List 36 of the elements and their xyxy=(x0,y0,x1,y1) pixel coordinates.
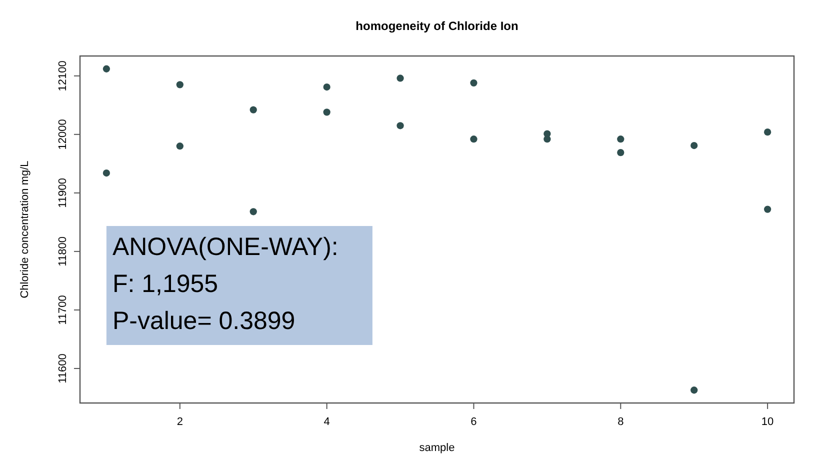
annotation: P-value= 0.3899 xyxy=(112,307,296,335)
x-tick-label: 2 xyxy=(176,416,183,428)
y-tick-label: 11900 xyxy=(57,178,69,208)
annotation: ANOVA(ONE-WAY): xyxy=(112,233,338,261)
x-tick-label: 4 xyxy=(324,416,330,428)
x-tick-label: 8 xyxy=(618,416,624,428)
point xyxy=(690,386,698,394)
x-tick-label: 6 xyxy=(470,416,477,428)
point xyxy=(396,122,404,130)
point xyxy=(250,106,257,114)
y-tick-label: 11700 xyxy=(57,295,69,325)
point xyxy=(396,74,404,82)
point xyxy=(323,108,330,116)
point xyxy=(323,83,330,91)
point xyxy=(690,142,698,150)
chart-title: homogeneity of Chloride Ion xyxy=(356,19,518,33)
y-tick-label: 12000 xyxy=(57,119,69,150)
point xyxy=(617,136,624,143)
x-axis-title: sample xyxy=(419,442,455,454)
point xyxy=(250,208,257,216)
point xyxy=(470,79,478,86)
y-tick-label: 11600 xyxy=(57,354,69,384)
x-tick-label: 10 xyxy=(761,416,774,428)
y-axis-title: Chloride concentration mg/L xyxy=(19,160,31,298)
point xyxy=(176,81,184,88)
point xyxy=(764,206,772,213)
point xyxy=(544,136,551,143)
point xyxy=(102,65,110,72)
annotation: F: 1,1955 xyxy=(112,270,218,298)
point xyxy=(617,148,624,156)
point xyxy=(102,169,110,177)
y-tick-label: 11800 xyxy=(57,236,69,266)
y-tick-label: 12100 xyxy=(57,60,69,92)
point xyxy=(470,136,478,143)
point xyxy=(176,142,184,150)
point xyxy=(764,128,772,136)
